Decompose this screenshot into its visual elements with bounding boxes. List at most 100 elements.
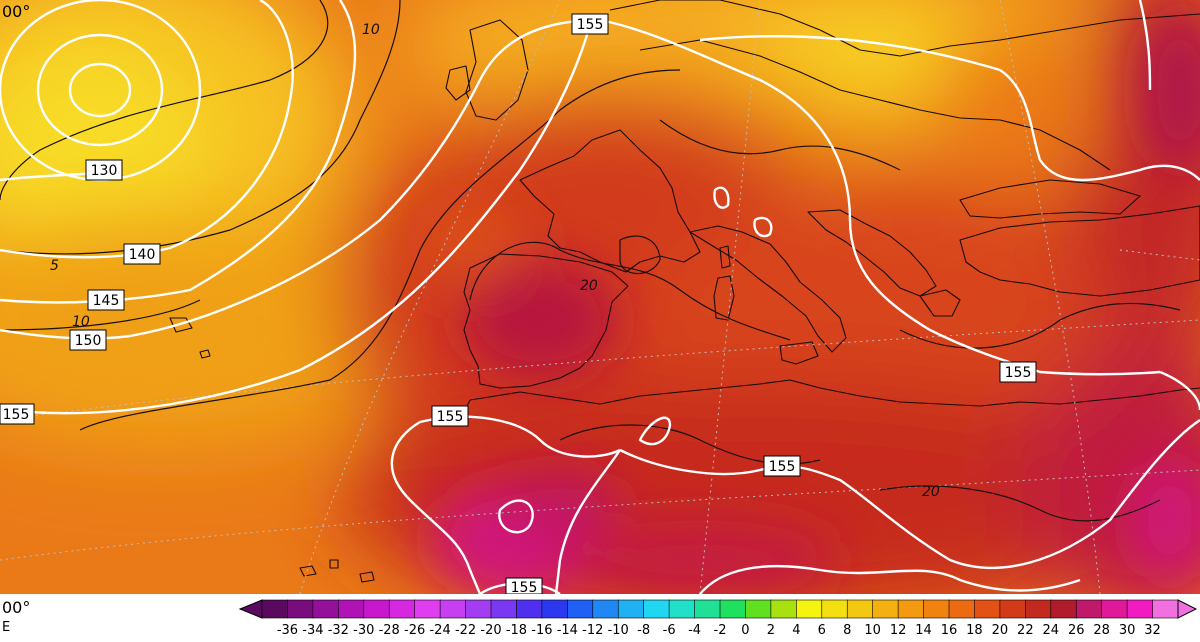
legend-tick-label: -20 <box>480 623 501 638</box>
legend-swatch <box>668 599 696 619</box>
contour-label-155-west-med: 155 <box>431 405 469 427</box>
legend-swatch <box>312 599 340 619</box>
contour-label-text: 155 <box>1005 365 1032 381</box>
legend-swatch <box>1101 599 1128 619</box>
legend-arrow-right <box>1177 599 1198 619</box>
corner-label-degree-text: 00° <box>2 598 31 617</box>
contour-label-text: 155 <box>511 580 538 594</box>
legend-tick-label: 4 <box>792 623 800 638</box>
temperature-map: 155 130 140 145 150 155 155 155 <box>0 0 1200 594</box>
legend-tick-label: 12 <box>890 623 907 638</box>
legend-swatch <box>1075 599 1103 619</box>
legend-tick-label: -22 <box>455 623 476 638</box>
contour-label-text: 155 <box>577 17 604 33</box>
legend-tick-label: -18 <box>506 623 527 638</box>
legend-swatch <box>719 599 747 619</box>
legend-swatch <box>541 599 569 619</box>
legend-tick-label: -8 <box>637 623 650 638</box>
legend-swatch <box>796 599 823 619</box>
contour-label-150: 150 <box>69 329 107 351</box>
legend-tick-label: 18 <box>966 623 983 638</box>
legend-tick-label: 22 <box>1017 623 1034 638</box>
contour-label-text: 155 <box>437 409 464 425</box>
contour-label-130: 130 <box>85 159 123 181</box>
legend-tick-label: -32 <box>328 623 349 638</box>
legend-tick-label: 14 <box>915 623 932 638</box>
legend-tick-label: -2 <box>714 623 727 638</box>
legend-swatch <box>287 599 314 619</box>
legend-tick-label: 8 <box>843 623 851 638</box>
color-legend: 00° E -36 -34 -32 -30 -28 -26 -24 -22 -20 -18 -16-… <box>0 594 1200 642</box>
legend-swatch <box>974 599 1001 619</box>
contour-label-20-africa: 20 <box>922 484 940 500</box>
corner-label-e: E <box>2 620 10 636</box>
legend-tick-label: -30 <box>353 623 374 638</box>
contour-label-text: 155 <box>769 459 796 475</box>
corner-label-e-text: E <box>2 620 11 635</box>
legend-swatch <box>1025 599 1052 619</box>
legend-swatch <box>1126 599 1154 619</box>
legend-swatch <box>948 599 976 619</box>
legend-swatch <box>261 599 289 619</box>
legend-swatch <box>694 599 721 619</box>
contour-label-140: 140 <box>123 243 161 265</box>
legend-tick-label: 26 <box>1068 623 1085 638</box>
contour-label-155-africa: 155 <box>763 455 801 477</box>
contour-label-155-bottom: 155 <box>505 577 543 594</box>
legend-swatch <box>872 599 899 619</box>
temperature-field <box>0 0 1200 594</box>
legend-tick-label: 6 <box>818 623 826 638</box>
legend-tick-label: -6 <box>663 623 676 638</box>
legend-swatch <box>643 599 670 619</box>
legend-swatch <box>770 599 798 619</box>
contour-label-5: 5 <box>50 258 59 274</box>
contour-labels-white: 155 130 140 145 150 155 155 155 <box>0 13 1037 594</box>
legend-swatch <box>846 599 874 619</box>
legend-swatch <box>923 599 950 619</box>
legend-tick-label: -10 <box>608 623 629 638</box>
graticule <box>0 0 1200 594</box>
legend-colorbar: -36 -34 -32 -30 -28 -26 -24 -22 -20 -18 -16 -14 -12-… <box>238 599 1198 638</box>
legend-tick-label: 2 <box>767 623 775 638</box>
contour-label-text: 145 <box>93 293 120 309</box>
corner-label-date: 00° <box>2 4 30 20</box>
legend-swatch <box>465 599 492 619</box>
legend-swatch <box>745 599 772 619</box>
contour-label-text: 140 <box>129 247 156 263</box>
legend-swatch <box>592 599 620 619</box>
temperature-contours <box>0 0 1181 522</box>
legend-tick-label: -16 <box>531 623 552 638</box>
legend-tick-label: -28 <box>379 623 400 638</box>
contour-label-text: 150 <box>75 333 102 349</box>
contour-label-text: 130 <box>91 163 118 179</box>
contour-label-145: 145 <box>87 289 125 311</box>
legend-swatch <box>388 599 416 619</box>
legend-swatch <box>1050 599 1078 619</box>
legend-tick-label: -34 <box>302 623 323 638</box>
contour-label-20-iberia: 20 <box>580 278 598 294</box>
contour-label-155-left: 155 <box>0 403 35 425</box>
legend-tick-label: 24 <box>1043 623 1060 638</box>
coastlines <box>169 0 1200 583</box>
contour-label-155-east: 155 <box>999 361 1037 383</box>
legend-tick-label: -36 <box>277 623 298 638</box>
legend-swatch <box>439 599 467 619</box>
legend-tick-label: -26 <box>404 623 425 638</box>
legend-swatch <box>567 599 594 619</box>
legend-tick-label: -24 <box>429 623 450 638</box>
legend-swatch <box>897 599 925 619</box>
legend-swatch <box>617 599 645 619</box>
legend-tick-label: -14 <box>557 623 578 638</box>
corner-label-degree: 00° <box>2 600 30 616</box>
legend-tick-label: -4 <box>688 623 701 638</box>
contour-label-155-top: 155 <box>571 13 609 35</box>
legend-swatch <box>516 599 543 619</box>
legend-swatch <box>999 599 1027 619</box>
legend-tick-label: 16 <box>941 623 958 638</box>
legend-tick-label: 32 <box>1144 623 1161 638</box>
legend-swatch <box>338 599 365 619</box>
legend-swatch <box>363 599 391 619</box>
legend-tick-label: 0 <box>741 623 749 638</box>
legend-swatch <box>821 599 849 619</box>
legend-tick-label: 10 <box>864 623 881 638</box>
